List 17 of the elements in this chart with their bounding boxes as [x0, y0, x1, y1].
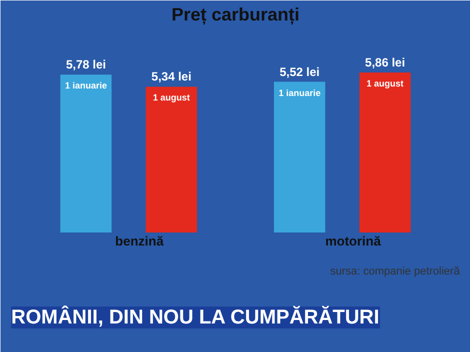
series-label: 1 ianuarie: [64, 80, 107, 91]
data-label: 5,52 lei: [280, 64, 320, 79]
bar: [359, 72, 411, 232]
text: sursa: companie petrolieră: [330, 265, 461, 278]
bar: [274, 82, 326, 232]
text: ROMÂNII, DIN NOU LA CUMPĂRĂTURI: [11, 306, 380, 328]
bar: [60, 74, 112, 232]
text: 1 ianuarie: [278, 88, 321, 98]
chart-title: Preț carburanți: [171, 4, 300, 26]
data-label: 5,78 lei: [66, 58, 106, 72]
text: 1 august: [366, 78, 404, 88]
series-label: 1 august: [152, 92, 190, 103]
bar: [146, 86, 198, 232]
x-tick-label: benzină: [115, 234, 164, 248]
data-label: 5,86 lei: [365, 56, 406, 70]
x-tick-label: motorină: [325, 234, 382, 248]
data-label: 5,34 lei: [151, 70, 192, 84]
